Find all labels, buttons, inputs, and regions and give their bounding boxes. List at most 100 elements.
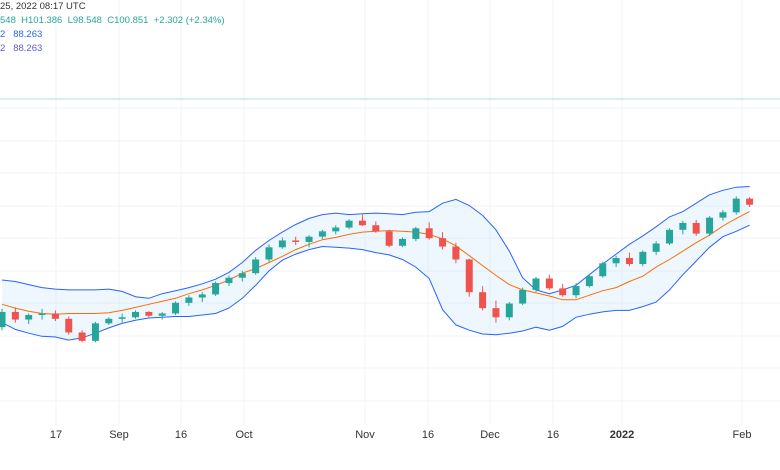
candle <box>652 241 660 255</box>
candle <box>465 258 473 297</box>
candle <box>91 321 99 343</box>
x-tick-label: Feb <box>733 429 752 441</box>
candle-body <box>252 259 260 274</box>
candle-body <box>51 313 59 319</box>
candle <box>358 214 366 227</box>
candle <box>292 236 300 246</box>
legend-row-band: 2 88.263 <box>0 28 225 42</box>
candle-body <box>452 246 460 260</box>
candle-body <box>372 225 380 232</box>
candle-body <box>385 231 393 246</box>
legend-header: 25, 2022 08:17 UTC <box>0 1 86 12</box>
candle <box>706 216 714 236</box>
bollinger-band-fill <box>2 186 750 341</box>
candle-body <box>318 231 326 237</box>
candle <box>65 316 73 335</box>
candle <box>439 232 447 250</box>
legend-low: L98.548 <box>67 15 102 26</box>
candle-body <box>612 257 620 264</box>
candles[interactable] <box>0 196 754 343</box>
candle <box>732 196 740 215</box>
candle <box>679 220 687 235</box>
candle-body <box>599 263 607 277</box>
candle-body <box>278 240 286 248</box>
x-tick-label: Sep <box>109 429 129 441</box>
candle-body <box>505 303 513 318</box>
candle <box>746 197 754 207</box>
candle-body <box>78 332 86 341</box>
bollinger-upper-band <box>1 186 750 299</box>
candle-body <box>185 297 193 303</box>
candle <box>612 255 620 268</box>
candle-body <box>172 302 180 314</box>
candle-body <box>399 238 406 246</box>
legend-band-value-2: 88.263 <box>13 43 43 54</box>
candle <box>51 310 59 322</box>
candle-body <box>292 240 300 242</box>
candle <box>105 317 113 325</box>
candle-body <box>519 289 527 304</box>
candle <box>719 210 727 221</box>
candle <box>318 229 326 239</box>
candle <box>345 219 353 230</box>
candle-body <box>91 323 99 341</box>
x-tick-label: 16 <box>175 429 187 441</box>
candle-body <box>559 288 567 296</box>
candle-body <box>225 277 233 284</box>
candle <box>479 286 487 311</box>
candle-body <box>358 220 366 226</box>
candle-body <box>198 294 206 298</box>
x-tick-label: 16 <box>422 429 434 441</box>
candle <box>399 237 406 248</box>
candle-body <box>492 308 500 318</box>
candle-body <box>425 228 433 239</box>
candle <box>252 257 260 275</box>
legend-row-header: 25, 2022 08:17 UTC <box>0 0 225 14</box>
candle-body <box>732 198 740 213</box>
candle-body <box>719 212 727 218</box>
candle <box>78 330 86 343</box>
candle <box>385 229 393 248</box>
candle <box>265 244 273 262</box>
candle <box>145 311 153 318</box>
x-tick-label: Oct <box>235 429 252 441</box>
candle <box>545 274 553 290</box>
candle <box>11 307 19 323</box>
candle-body <box>0 311 6 328</box>
legend-high: H101.386 <box>21 15 63 26</box>
legend-row-band-2: 2 88.263 <box>0 42 225 56</box>
candle-body <box>65 318 73 333</box>
candle <box>278 237 286 249</box>
candle <box>132 310 139 319</box>
candle-body <box>118 317 126 319</box>
candle-body <box>585 276 593 287</box>
candle-body <box>465 259 473 293</box>
candle <box>666 228 673 246</box>
candle-body <box>532 278 540 290</box>
candle-body <box>679 222 687 230</box>
candle <box>172 301 180 315</box>
candle-body <box>132 311 139 318</box>
candle-body <box>11 311 19 320</box>
candle <box>505 302 513 321</box>
candle-body <box>38 313 46 315</box>
candle-body <box>692 222 700 234</box>
candle-body <box>746 198 754 205</box>
candle-body <box>332 227 340 232</box>
x-tick-label: Nov <box>355 429 375 441</box>
candle <box>559 283 567 297</box>
candle-body <box>639 251 647 265</box>
candle <box>519 287 527 306</box>
candle <box>425 222 433 240</box>
candle <box>412 226 420 242</box>
candle-body <box>158 313 166 316</box>
candle-body <box>652 243 660 252</box>
candle-body <box>439 238 447 247</box>
candle-body <box>265 247 273 260</box>
candle <box>25 313 33 325</box>
candle-body <box>479 292 487 309</box>
candle <box>198 292 206 303</box>
legend-band-prefix: 2 <box>0 29 6 40</box>
